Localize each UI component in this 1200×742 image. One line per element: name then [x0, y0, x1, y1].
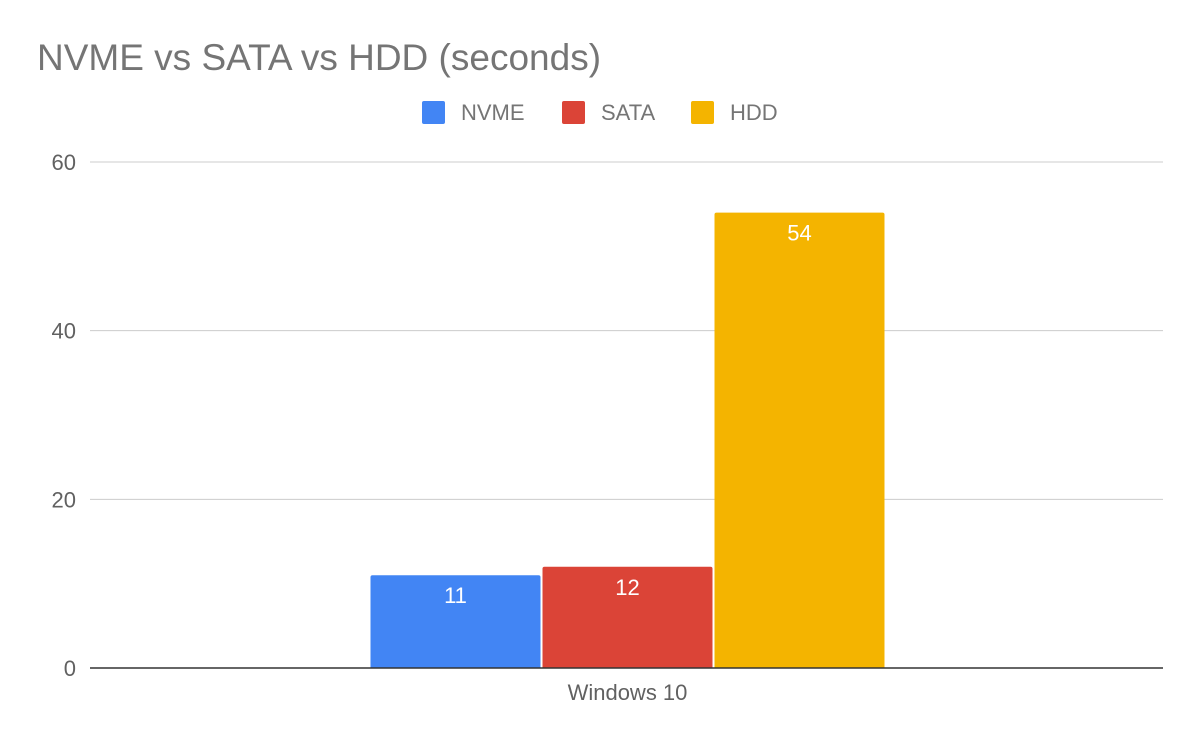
bars [370, 212, 885, 668]
x-tick-label: Windows 10 [568, 680, 688, 705]
data-label-nvme: 11 [444, 583, 467, 608]
legend-label-sata: SATA [601, 100, 656, 125]
gridlines [90, 161, 1163, 500]
y-tick-label-60: 60 [52, 150, 76, 175]
bar-nvme [370, 575, 541, 668]
legend-label-nvme: NVME [461, 100, 525, 125]
data-label-hdd: 54 [787, 221, 811, 246]
legend-swatch-nvme [422, 101, 445, 124]
legend-label-hdd: HDD [730, 100, 778, 125]
legend-swatch-sata [562, 101, 585, 124]
data-labels: 11 12 54 [444, 221, 812, 609]
y-tick-label-0: 0 [64, 656, 76, 681]
data-label-sata: 12 [615, 575, 639, 600]
legend-swatch-hdd [691, 101, 714, 124]
bar-hdd [714, 212, 885, 668]
y-tick-label-20: 20 [52, 487, 76, 512]
chart-title: NVME vs SATA vs HDD (seconds) [37, 37, 601, 78]
y-tick-label-40: 40 [52, 319, 76, 344]
x-axis-ticks: Windows 10 [568, 680, 688, 705]
bar-sata [542, 566, 713, 668]
legend: NVME SATA HDD [422, 100, 778, 125]
y-axis-ticks: 0 20 40 60 [52, 150, 76, 681]
